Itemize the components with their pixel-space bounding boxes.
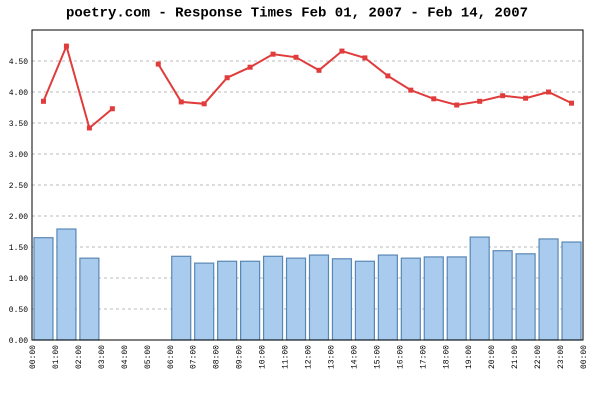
- y-tick-label: 4.50: [9, 58, 28, 67]
- bar: [400, 257, 421, 341]
- point-marker: [316, 67, 322, 73]
- point-marker: [362, 55, 368, 61]
- point-marker: [201, 101, 207, 107]
- x-tick-label: 02:00: [75, 345, 84, 369]
- y-tick-label: 0.00: [9, 337, 28, 346]
- x-tick-label: 12:00: [305, 345, 314, 369]
- bar: [308, 254, 330, 341]
- y-tick-label: 2.00: [9, 213, 28, 222]
- point-marker: [408, 87, 414, 93]
- x-tick-label: 07:00: [190, 345, 199, 369]
- x-tick-label: 04:00: [121, 345, 130, 369]
- y-tick-label: 4.00: [9, 89, 28, 98]
- x-tick-label: 21:00: [511, 345, 520, 369]
- point-marker: [224, 75, 230, 81]
- x-tick-label: 22:00: [534, 345, 543, 369]
- bar: [194, 262, 215, 341]
- bar: [515, 253, 536, 341]
- y-tick-label: 1.00: [9, 275, 28, 284]
- point-marker: [454, 102, 460, 108]
- point-marker: [270, 51, 276, 57]
- chart-title: poetry.com - Response Times Feb 01, 2007…: [66, 6, 528, 22]
- x-tick-label: 00:00: [580, 345, 589, 369]
- bar: [331, 258, 353, 341]
- x-tick-label: 19:00: [465, 345, 474, 369]
- point-marker: [155, 61, 161, 67]
- bar: [285, 257, 307, 341]
- bar: [446, 256, 467, 341]
- x-tick-label: 08:00: [213, 345, 222, 369]
- point-marker: [431, 96, 437, 102]
- x-tick-label: 05:00: [144, 345, 153, 369]
- x-tick-label: 09:00: [236, 345, 245, 369]
- bar: [171, 255, 192, 341]
- y-tick-label: 0.50: [9, 306, 28, 315]
- bar: [492, 250, 513, 341]
- x-tick-label: 01:00: [52, 345, 61, 369]
- x-tick-label: 11:00: [282, 345, 291, 369]
- bar: [79, 257, 100, 341]
- bar: [217, 260, 238, 341]
- bar: [469, 236, 490, 341]
- point-marker: [293, 54, 299, 60]
- point-marker: [477, 98, 483, 104]
- point-marker: [339, 48, 345, 54]
- x-tick-label: 23:00: [557, 345, 566, 369]
- y-tick-label: 3.50: [9, 120, 28, 129]
- bar: [56, 228, 77, 341]
- point-marker: [40, 98, 46, 104]
- x-tick-label: 18:00: [442, 345, 451, 369]
- point-marker: [546, 89, 552, 95]
- y-tick-label: 2.50: [9, 182, 28, 191]
- x-tick-label: 10:00: [259, 345, 268, 369]
- x-tick-label: 00:00: [29, 345, 38, 369]
- x-tick-label: 13:00: [327, 345, 336, 369]
- y-tick-label: 1.50: [9, 244, 28, 253]
- plot-border: [31, 29, 584, 341]
- bar: [240, 260, 261, 341]
- bar: [262, 255, 284, 341]
- x-tick-label: 20:00: [488, 345, 497, 369]
- point-marker: [109, 106, 115, 112]
- bar: [561, 241, 582, 341]
- bar: [33, 237, 54, 341]
- point-marker: [247, 64, 253, 70]
- y-tick-label: 3.00: [9, 151, 28, 160]
- bar: [377, 254, 398, 341]
- point-marker: [385, 73, 391, 79]
- point-marker: [569, 100, 575, 106]
- bar: [538, 238, 559, 341]
- point-marker: [523, 95, 529, 101]
- x-tick-label: 06:00: [167, 345, 176, 369]
- x-tick-label: 03:00: [98, 345, 107, 369]
- bar: [423, 256, 444, 341]
- point-marker: [86, 125, 92, 131]
- point-marker: [500, 93, 506, 99]
- point-marker: [63, 43, 69, 49]
- bar: [354, 260, 375, 341]
- x-tick-label: 17:00: [419, 345, 428, 369]
- x-tick-label: 15:00: [373, 345, 382, 369]
- x-tick-label: 14:00: [350, 345, 359, 369]
- x-tick-label: 16:00: [396, 345, 405, 369]
- point-marker: [178, 99, 184, 105]
